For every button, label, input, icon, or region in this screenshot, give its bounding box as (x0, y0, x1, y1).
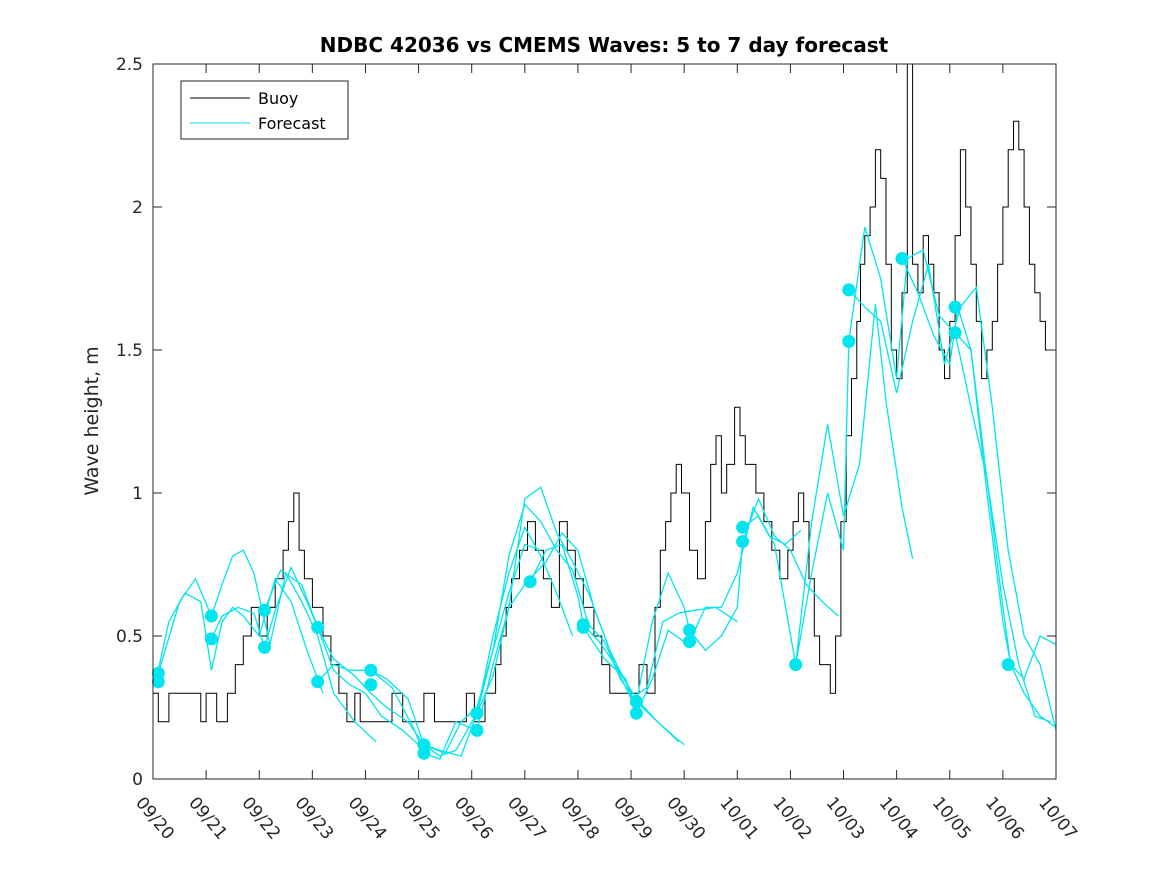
forecast-marker-4 (204, 632, 218, 646)
y-tick-label: 2 (132, 198, 143, 218)
forecast-marker-9 (364, 663, 378, 677)
forecast-series-line-16 (954, 332, 1057, 729)
forecast-series-line-12 (742, 304, 914, 665)
y-axis: 0 0.5 1 1.5 2 2.5 (116, 55, 1056, 790)
x-tick-label: 09/20 (131, 793, 178, 843)
x-tick-label: 09/23 (291, 793, 338, 843)
x-tick-label: 10/06 (981, 793, 1028, 843)
x-tick-label: 10/04 (875, 793, 922, 843)
y-axis-label: Wave height, m (81, 346, 103, 495)
y-tick-label: 1 (132, 484, 143, 504)
forecast-marker-3 (204, 609, 218, 623)
x-axis: 09/20 09/21 09/22 09/23 09/24 09/25 09/26 09/27… (131, 64, 1081, 844)
x-tick-label: 09/24 (344, 793, 391, 843)
forecast-series-line-9 (529, 543, 738, 700)
x-tick-label: 09/30 (662, 793, 709, 843)
forecast-marker-13 (470, 706, 484, 720)
forecast-marker-10 (364, 678, 378, 692)
x-tick-label: 09/21 (184, 793, 231, 843)
legend-box (180, 80, 349, 140)
forecast-marker-25 (842, 283, 856, 297)
forecast-series-line-15 (901, 258, 1057, 681)
forecast-marker-8 (311, 675, 325, 689)
forecast-marker-28 (948, 300, 962, 314)
legend-forecast-label: Forecast (258, 114, 326, 133)
x-tick-label: 10/05 (928, 793, 975, 843)
x-tick-label: 09/27 (503, 793, 550, 843)
plot-area (151, 63, 1057, 760)
x-tick-label: 10/03 (822, 793, 869, 843)
forecast-series-line-11 (635, 496, 839, 702)
legend: Buoy Forecast (180, 80, 349, 140)
y-tick-label: 1.5 (116, 341, 143, 361)
forecast-marker-27 (895, 252, 909, 265)
forecast-series-line-7 (423, 503, 680, 757)
chart-title: NDBC 42036 vs CMEMS Waves: 5 to 7 day fo… (320, 33, 889, 57)
forecast-marker-26 (842, 334, 856, 348)
legend-buoy-label: Buoy (258, 89, 298, 108)
x-tick-label: 10/07 (1034, 793, 1081, 843)
forecast-marker-22 (736, 520, 750, 534)
forecast-marker-21 (683, 635, 696, 649)
forecast-marker-12 (417, 746, 431, 760)
x-tick-label: 10/02 (769, 793, 816, 843)
y-tick-label: 0 (132, 770, 143, 790)
forecast-marker-19 (629, 706, 643, 720)
forecast-marker-30 (1001, 658, 1015, 672)
y-tick-label: 2.5 (116, 55, 143, 75)
forecast-series-line-5 (317, 525, 574, 757)
x-tick-label: 09/29 (609, 793, 656, 843)
x-tick-label: 09/22 (237, 793, 284, 843)
forecast-series-line-4 (263, 543, 542, 755)
forecast-marker-7 (311, 620, 325, 634)
forecast-marker-18 (629, 695, 643, 709)
forecast-marker-2 (151, 675, 165, 689)
forecast-marker-23 (736, 535, 750, 549)
forecast-series-line-6 (370, 486, 632, 760)
forecast-marker-6 (258, 640, 271, 654)
forecast-series-line-2 (157, 549, 377, 743)
forecast-marker-15 (523, 575, 537, 589)
forecast-series-line-3 (210, 565, 440, 752)
forecast-marker-14 (470, 723, 484, 737)
forecast-series-line-8 (476, 531, 685, 746)
y-tick-label: 0.5 (116, 627, 143, 647)
x-tick-label: 09/28 (556, 793, 603, 843)
x-tick-label: 09/26 (450, 793, 497, 843)
forecast-marker-29 (948, 326, 962, 340)
forecast-marker-5 (258, 603, 271, 617)
forecast-series-line-13 (795, 226, 1051, 723)
forecast-marker-24 (789, 658, 803, 672)
plot-frame (152, 63, 1057, 780)
x-tick-label: 10/01 (715, 793, 762, 843)
forecast-marker-17 (576, 620, 590, 634)
forecast-marker-20 (683, 623, 696, 637)
buoy-series-line (153, 63, 1051, 723)
x-tick-label: 09/25 (397, 793, 444, 843)
